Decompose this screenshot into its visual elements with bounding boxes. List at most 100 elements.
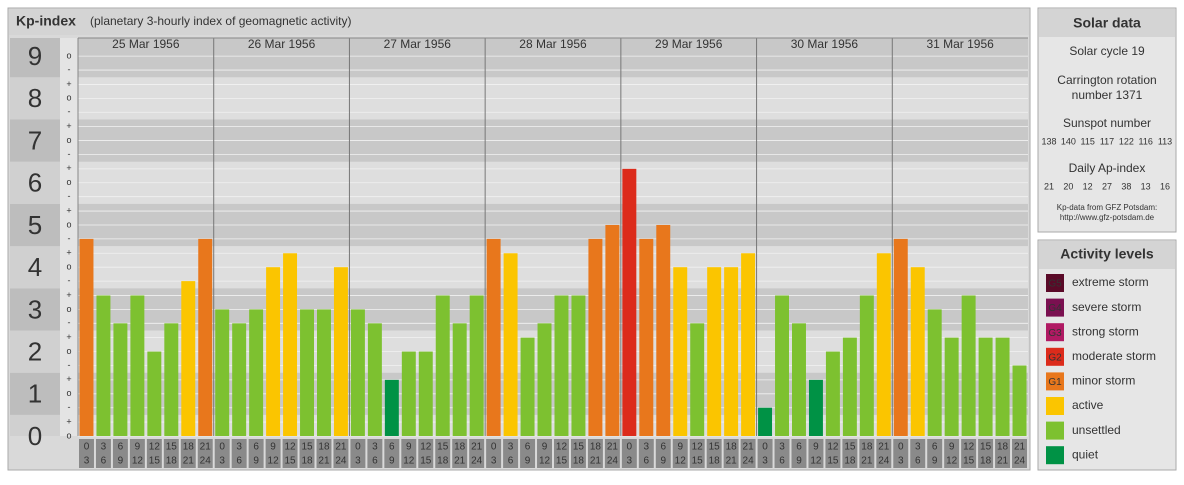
hour-box bbox=[418, 439, 434, 468]
hour-box bbox=[859, 439, 875, 468]
bar bbox=[673, 267, 688, 436]
bar bbox=[520, 337, 535, 436]
hour-box bbox=[452, 439, 468, 468]
bar bbox=[775, 295, 789, 436]
bar bbox=[571, 295, 586, 436]
solar-number: 116 bbox=[1138, 136, 1152, 146]
minor-tick-label: o bbox=[66, 430, 71, 440]
bar bbox=[130, 295, 145, 436]
bar bbox=[707, 267, 722, 436]
x-tick-label: 6 bbox=[915, 456, 921, 467]
minor-tick-label: o bbox=[66, 51, 71, 61]
hour-box bbox=[384, 439, 400, 468]
hour-box bbox=[638, 439, 654, 468]
legend-label: quiet bbox=[1072, 447, 1099, 461]
x-tick-label: 21 bbox=[454, 456, 466, 467]
x-tick-label: 9 bbox=[932, 456, 938, 467]
y-tick-label: 0 bbox=[28, 421, 42, 451]
bar bbox=[317, 309, 331, 436]
x-tick-label: 24 bbox=[200, 456, 212, 467]
bar bbox=[147, 351, 162, 436]
hour-box bbox=[604, 439, 620, 468]
x-tick-label: 6 bbox=[372, 456, 378, 467]
solar-number: 115 bbox=[1080, 136, 1094, 146]
x-tick-label: 18 bbox=[318, 442, 330, 453]
minor-tick-label: - bbox=[68, 107, 71, 117]
x-tick-label: 15 bbox=[692, 456, 704, 467]
x-tick-label: 18 bbox=[709, 456, 721, 467]
x-tick-label: 3 bbox=[491, 456, 497, 467]
x-tick-label: 15 bbox=[980, 442, 992, 453]
hour-box bbox=[129, 439, 145, 468]
legend-swatch bbox=[1046, 323, 1064, 342]
hour-box bbox=[299, 439, 315, 468]
bar bbox=[469, 295, 484, 436]
bar bbox=[283, 253, 298, 436]
minor-tick-label: + bbox=[66, 121, 71, 131]
date-label: 25 Mar 1956 bbox=[112, 37, 180, 51]
minor-tick-label: - bbox=[68, 149, 71, 159]
hour-box bbox=[350, 439, 366, 468]
solar-number: 16 bbox=[1160, 181, 1170, 191]
axis-band bbox=[10, 288, 60, 331]
legend-label: severe storm bbox=[1072, 300, 1141, 314]
date-label: 30 Mar 1956 bbox=[791, 37, 859, 51]
x-tick-label: 6 bbox=[660, 442, 666, 453]
band bbox=[78, 38, 1028, 78]
x-tick-label: 15 bbox=[844, 442, 856, 453]
hour-box bbox=[808, 439, 824, 468]
hour-box bbox=[842, 439, 858, 468]
y-tick-label: 5 bbox=[28, 210, 42, 240]
x-tick-label: 24 bbox=[471, 456, 483, 467]
x-tick-label: 18 bbox=[726, 442, 738, 453]
legend-badge: G2 bbox=[1048, 352, 1062, 363]
x-tick-label: 9 bbox=[813, 442, 819, 453]
legend-badge: G3 bbox=[1048, 328, 1062, 339]
hour-box bbox=[961, 439, 977, 468]
x-tick-label: 24 bbox=[335, 456, 347, 467]
bar bbox=[825, 351, 840, 436]
x-tick-label: 21 bbox=[183, 456, 195, 467]
minor-tick-label: - bbox=[68, 402, 71, 412]
x-tick-label: 21 bbox=[200, 442, 212, 453]
minor-tick-label: + bbox=[66, 248, 71, 258]
bar bbox=[859, 295, 874, 436]
hour-box bbox=[180, 439, 196, 468]
x-tick-label: 21 bbox=[861, 456, 873, 467]
ap-title: Daily Ap-index bbox=[1069, 161, 1146, 175]
bar bbox=[181, 281, 196, 436]
x-tick-label: 6 bbox=[118, 442, 124, 453]
minor-tick-label: o bbox=[66, 219, 71, 229]
hour-box bbox=[231, 439, 247, 468]
x-tick-label: 0 bbox=[898, 442, 904, 453]
x-tick-label: 3 bbox=[627, 456, 633, 467]
legend-badge: G1 bbox=[1048, 377, 1062, 388]
x-tick-label: 15 bbox=[556, 456, 568, 467]
x-tick-label: 12 bbox=[268, 456, 280, 467]
hour-box bbox=[554, 439, 569, 468]
x-tick-label: 6 bbox=[101, 456, 107, 467]
date-label: 27 Mar 1956 bbox=[384, 37, 452, 51]
bar bbox=[418, 351, 433, 436]
x-tick-label: 21 bbox=[607, 442, 619, 453]
hour-box bbox=[95, 439, 111, 468]
date-label: 31 Mar 1956 bbox=[926, 37, 994, 51]
x-tick-label: 12 bbox=[810, 456, 822, 467]
hour-box bbox=[757, 439, 773, 468]
bar bbox=[350, 309, 365, 436]
x-tick-label: 9 bbox=[525, 456, 531, 467]
x-tick-label: 18 bbox=[183, 442, 195, 453]
x-tick-label: 3 bbox=[898, 456, 904, 467]
hour-box bbox=[655, 439, 671, 468]
solar-number: 38 bbox=[1121, 181, 1131, 191]
x-tick-label: 0 bbox=[627, 442, 633, 453]
minor-tick-label: - bbox=[68, 64, 71, 74]
hour-box bbox=[706, 439, 722, 468]
bar bbox=[927, 309, 942, 436]
x-tick-label: 21 bbox=[471, 442, 483, 453]
x-tick-label: 0 bbox=[84, 442, 90, 453]
bar bbox=[96, 295, 111, 436]
x-tick-label: 12 bbox=[132, 456, 144, 467]
x-tick-label: 15 bbox=[301, 442, 313, 453]
x-tick-label: 21 bbox=[997, 456, 1009, 467]
